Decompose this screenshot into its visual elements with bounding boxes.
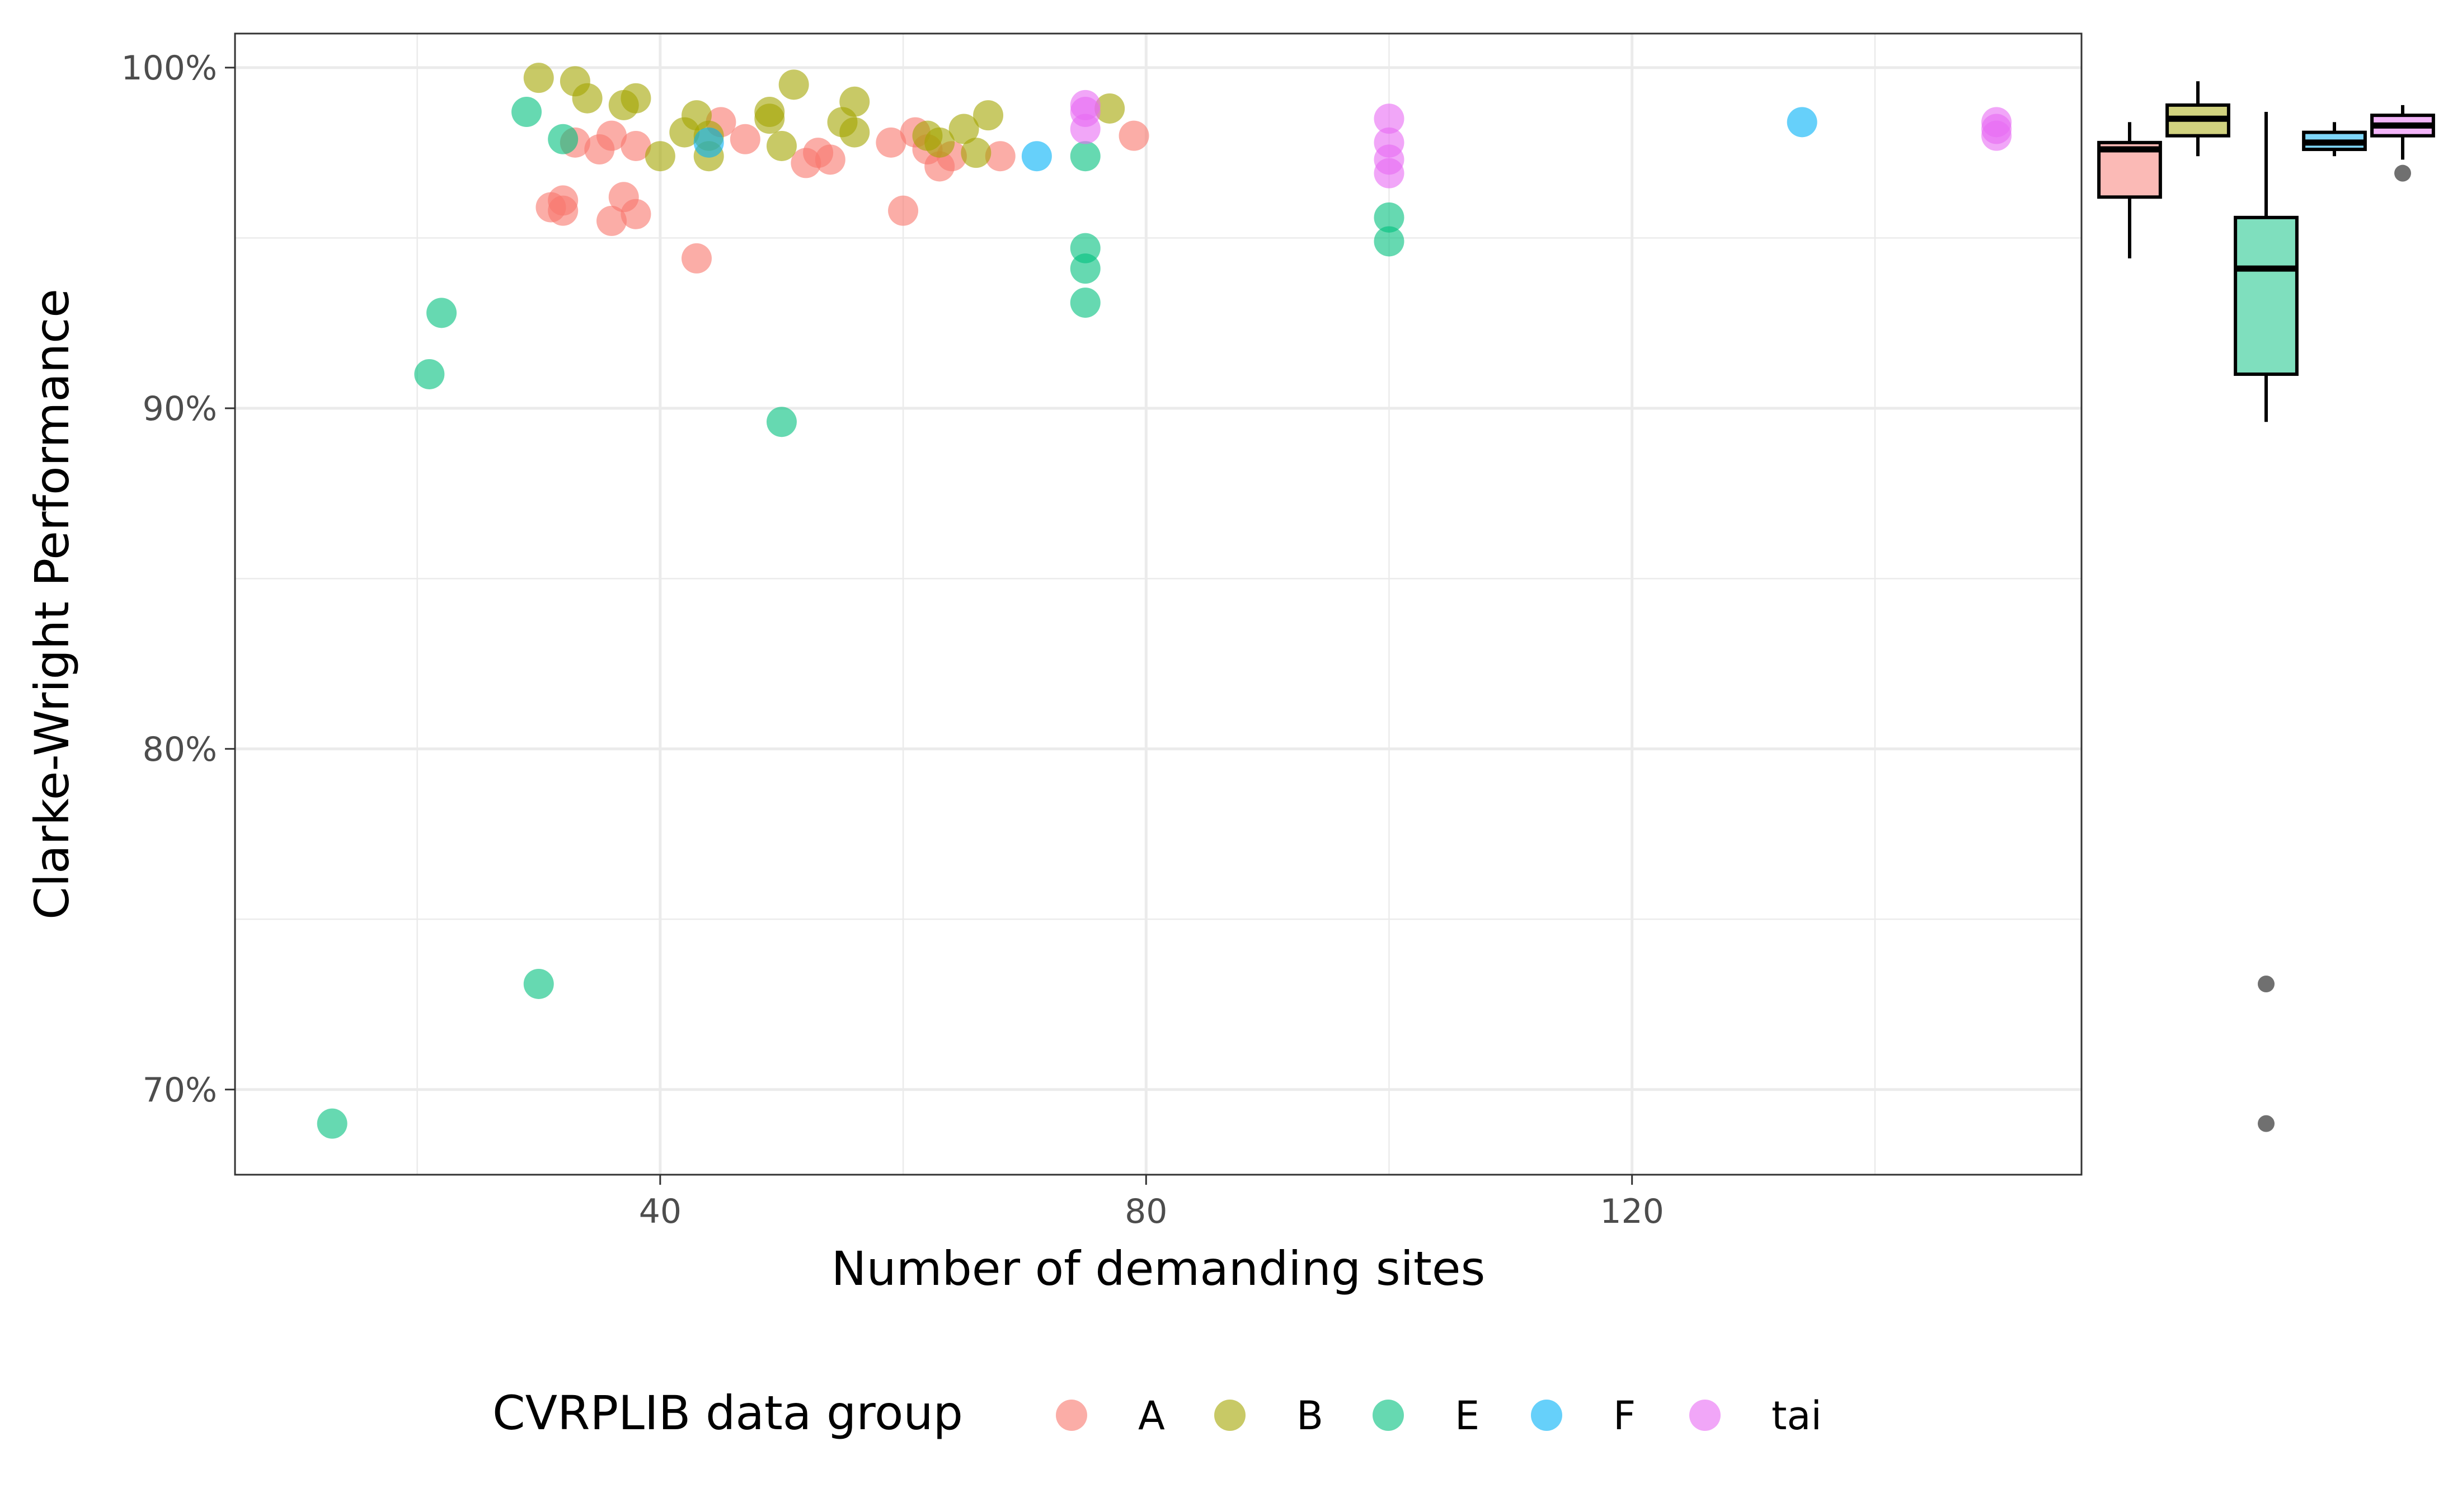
- boxplot-outlier: [2258, 1115, 2275, 1132]
- data-point-B: [973, 100, 1004, 131]
- boxplot-A: [2097, 122, 2162, 258]
- data-point-B: [1094, 93, 1125, 124]
- data-point-E: [1070, 253, 1101, 284]
- data-point-E: [511, 97, 542, 128]
- data-point-F: [693, 127, 724, 158]
- data-point-A: [1119, 120, 1149, 151]
- legend-label-A: A: [1138, 1393, 1165, 1439]
- data-point-B: [621, 83, 651, 114]
- scatter-panel-border: [234, 32, 2083, 1176]
- data-point-E: [1070, 141, 1101, 172]
- legend-label-tai: tai: [1772, 1393, 1822, 1439]
- data-point-B: [572, 83, 603, 114]
- data-point-E: [1070, 288, 1101, 318]
- data-point-tai: [1981, 120, 2012, 151]
- data-point-B: [754, 103, 785, 134]
- legend-label-E: E: [1455, 1393, 1479, 1439]
- legend-title: CVRPLIB data group: [492, 1386, 963, 1440]
- data-point-E: [766, 407, 797, 437]
- x-tick-label: 40: [639, 1192, 682, 1231]
- y-axis-title: Clarke-Wright Performance: [25, 289, 79, 920]
- data-point-B: [645, 141, 675, 172]
- data-point-B: [766, 130, 797, 161]
- boxplot-B: [2165, 81, 2230, 157]
- boxplot-outlier: [2258, 975, 2275, 992]
- data-point-B: [523, 63, 554, 93]
- boxplot-E: [2234, 112, 2299, 1132]
- y-tick-label: 70%: [143, 1071, 217, 1110]
- data-point-A: [621, 130, 651, 161]
- data-point-E: [426, 298, 457, 328]
- data-point-E: [548, 124, 579, 154]
- boxplot-F: [2302, 122, 2367, 157]
- x-tick-label: 80: [1125, 1192, 1167, 1231]
- legend-key-E: [1373, 1400, 1404, 1431]
- legend-key-A: [1056, 1400, 1087, 1431]
- legend-item-tai: tai: [1689, 1393, 1822, 1439]
- data-point-E: [414, 359, 445, 389]
- data-point-tai: [1374, 158, 1404, 189]
- legend-label-B: B: [1296, 1393, 1323, 1439]
- data-point-E: [1374, 202, 1404, 233]
- y-tick-label: 100%: [121, 49, 217, 88]
- data-point-B: [924, 127, 955, 158]
- legend-key-B: [1214, 1400, 1246, 1431]
- data-point-A: [985, 141, 1016, 172]
- data-point-A: [621, 199, 651, 229]
- data-point-F: [1787, 107, 1817, 138]
- data-point-A: [596, 120, 627, 151]
- data-point-B: [778, 69, 809, 100]
- y-axis-ticks: 70% 80% 90% 100%: [121, 49, 235, 1110]
- legend-key-tai: [1689, 1400, 1721, 1431]
- scatter-panel: 40 80 120 70% 80% 90% 100%: [121, 32, 2083, 1231]
- data-point-A: [876, 127, 906, 158]
- data-point-A: [682, 243, 712, 274]
- legend-item-B: B: [1214, 1393, 1323, 1439]
- data-point-tai: [1070, 114, 1101, 144]
- boxplot-panel: [2097, 81, 2435, 1132]
- legend-key-F: [1531, 1400, 1562, 1431]
- x-axis-ticks: 40 80 120: [639, 1175, 1664, 1231]
- data-point-A: [815, 144, 845, 175]
- scatter-points: [317, 63, 2012, 1139]
- data-point-B: [961, 138, 992, 168]
- data-point-A: [730, 124, 760, 154]
- data-point-tai: [1374, 103, 1404, 134]
- y-tick-label: 80%: [143, 730, 217, 769]
- data-point-E: [523, 968, 554, 999]
- x-tick-label: 120: [1600, 1192, 1664, 1231]
- data-point-A: [596, 205, 627, 236]
- boxplot-box: [2234, 215, 2299, 376]
- legend-label-F: F: [1613, 1393, 1636, 1439]
- data-point-B: [839, 86, 870, 117]
- data-point-B: [839, 117, 870, 148]
- scatter-panel-background: [235, 34, 2081, 1175]
- data-point-B: [948, 114, 979, 144]
- legend-item-A: A: [1056, 1393, 1165, 1439]
- data-point-F: [1021, 141, 1052, 172]
- data-point-A: [888, 195, 919, 226]
- boxplot-tai: [2370, 105, 2435, 182]
- x-axis-title: Number of demanding sites: [831, 1241, 1486, 1296]
- legend-item-F: F: [1531, 1393, 1636, 1439]
- legend-item-E: E: [1373, 1393, 1479, 1439]
- boxplot-outlier: [2394, 164, 2411, 182]
- data-point-E: [317, 1108, 347, 1139]
- y-tick-label: 90%: [143, 389, 217, 428]
- data-point-E: [1374, 226, 1404, 257]
- data-point-A: [548, 195, 579, 226]
